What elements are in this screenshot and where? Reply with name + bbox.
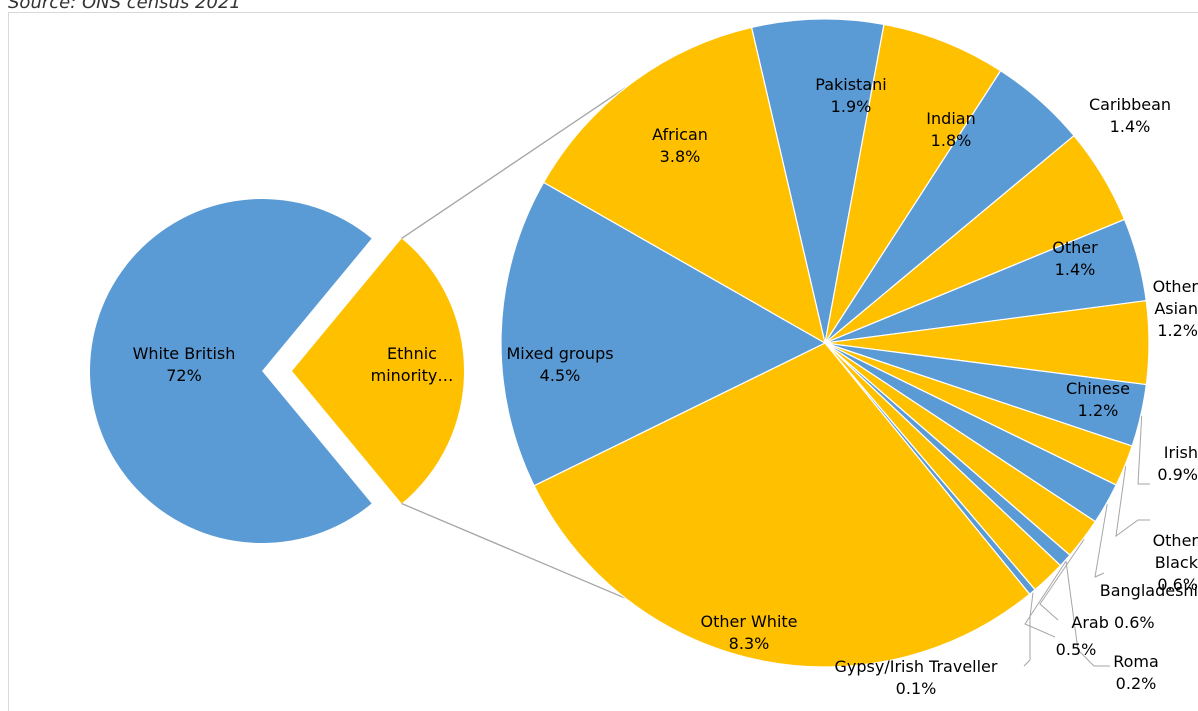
leader-line-1: [1115, 466, 1150, 538]
label-other-white-13: Other White 8.3%: [700, 612, 797, 653]
connector-lines: [401, 87, 626, 599]
chart-source: Source: ONS census 2021: [8, 0, 241, 13]
secondary-pie: [500, 18, 1150, 668]
leader-line-5: [1065, 561, 1110, 667]
slice-other-white-13: [533, 342, 1031, 668]
label-caribbean-2: Caribbean 1.4%: [1089, 95, 1171, 136]
leader-line-0: [1137, 415, 1150, 485]
label-irish-6: Irish 0.9%: [1157, 443, 1198, 484]
label-other-3: Other 1.4%: [1052, 238, 1098, 279]
slice-indian-1: [824, 23, 1002, 344]
leader-line-6: [1023, 592, 1034, 667]
label-chinese-5: Chinese 1.2%: [1066, 379, 1130, 420]
slice-ethnic: [292, 238, 465, 504]
data-labels: White British 72% Ethnic minority… Pakistani…: [133, 75, 1198, 698]
label-roma-10: Roma 0.2%: [1113, 652, 1159, 693]
label-white-british: White British 72%: [133, 344, 236, 385]
connector-line-bottom: [401, 502, 626, 599]
slice-mixed-groups-14: [500, 181, 826, 487]
label-0-5-11: 0.5%: [1056, 640, 1097, 659]
primary-pie: [90, 198, 465, 543]
label-gypsy-irish-traveller-12: Gypsy/Irish Traveller 0.1%: [835, 657, 998, 698]
label-other-7: Other Black 0.6%: [1153, 531, 1198, 594]
leader-line-4: [1024, 560, 1067, 638]
slice-pakistani-0: [750, 18, 885, 344]
leader-line-3: [1039, 539, 1085, 621]
label-ethnic: Ethnic minority…: [371, 344, 454, 385]
label-bangladeshi-8: Bangladeshi: [1100, 581, 1198, 600]
label-pakistani-0: Pakistani 1.9%: [815, 75, 886, 116]
label-arab-0-6-9: Arab 0.6%: [1071, 613, 1154, 632]
chart-frame: [8, 12, 1198, 711]
label-other-4: Other Asian 1.2%: [1153, 277, 1198, 340]
leader-lines: [1023, 415, 1150, 667]
label-mixed-groups-14: Mixed groups 4.5%: [506, 344, 613, 385]
slice-white-british: [90, 198, 372, 543]
label-african-15: African 3.8%: [652, 125, 708, 166]
slice-african-15: [543, 26, 826, 344]
label-indian-1: Indian 1.8%: [926, 109, 975, 150]
leader-line-2: [1094, 504, 1108, 578]
connector-line-top: [401, 87, 626, 240]
